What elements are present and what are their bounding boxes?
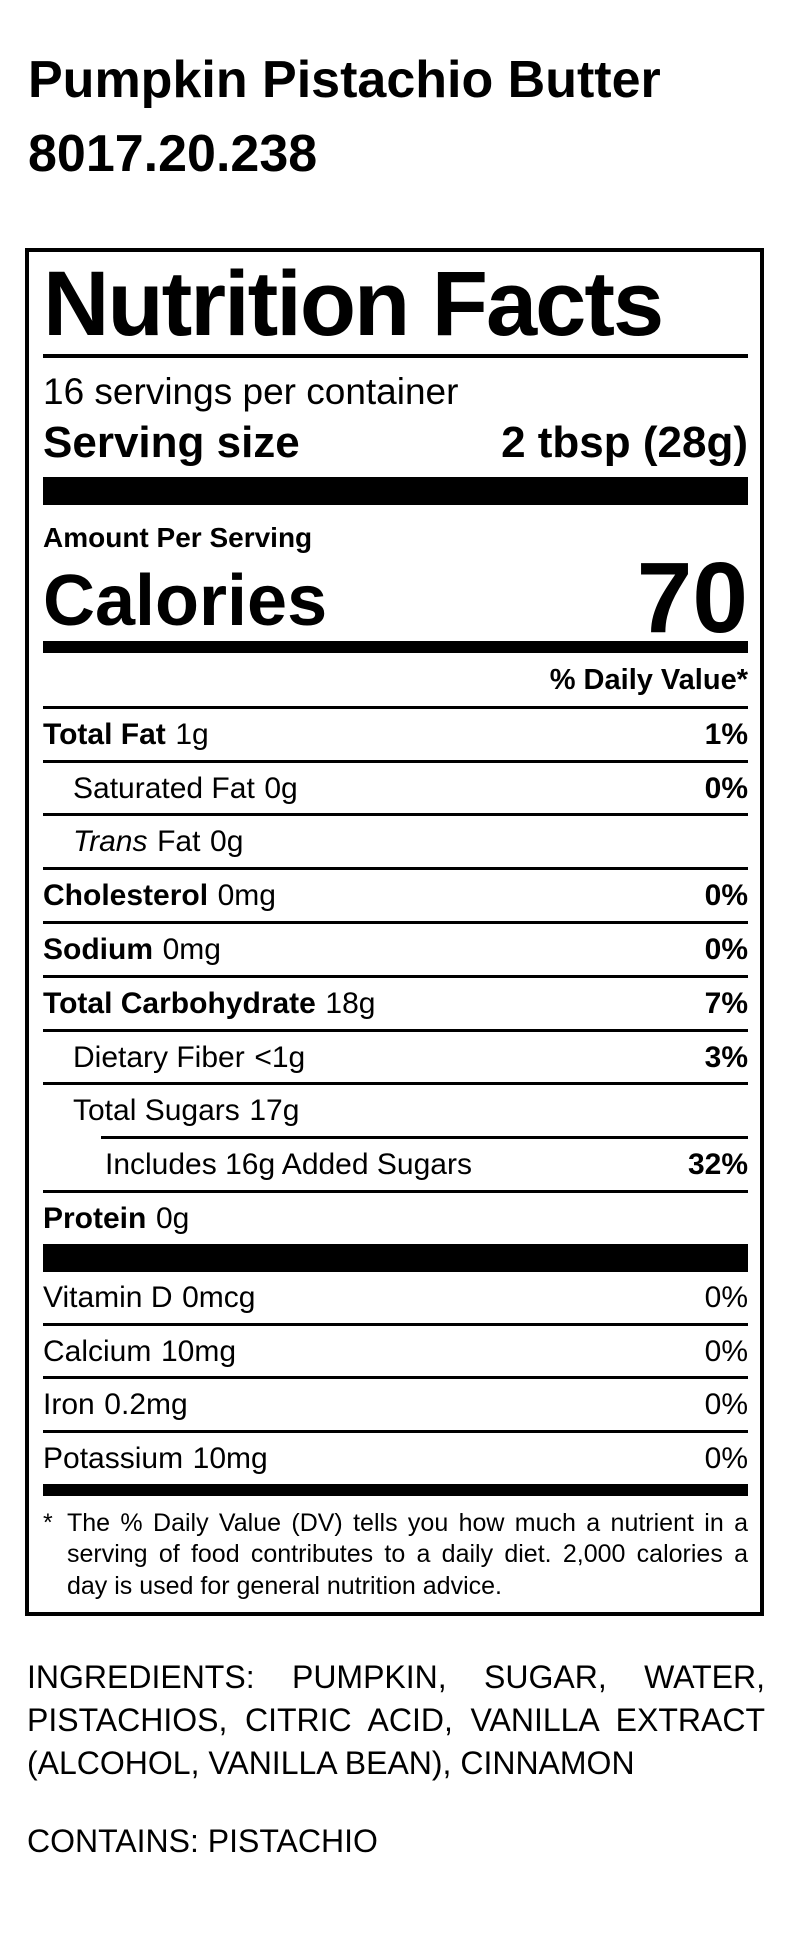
nutrient-name: Protein [43, 1202, 147, 1235]
nutrient-name: Potassium [43, 1442, 184, 1476]
nutrient-row-dietary-fiber: Dietary Fiber <1g 3% [43, 1032, 748, 1086]
vitamin-row-iron: Iron 0.2mg 0% [43, 1379, 748, 1434]
nutrient-dv: 32% [687, 1148, 748, 1182]
nutrient-name: Saturated Fat [73, 771, 255, 805]
medium-divider [43, 1483, 748, 1496]
nutrient-row-total-carbohydrate: Total Carbohydrate 18g 7% [43, 978, 748, 1032]
nutrient-name: Vitamin D [43, 1280, 173, 1314]
daily-value-header: % Daily Value* [43, 663, 748, 709]
calories-row: Calories 70 [43, 542, 748, 655]
nutrient-dv: 0% [704, 933, 748, 967]
nutrient-name: Sodium [43, 933, 153, 967]
nutrient-amount: 1g [175, 717, 209, 751]
nutrition-facts-label: Nutrition Facts 16 servings per containe… [25, 247, 764, 1617]
nutrient-name: Calcium [43, 1334, 152, 1368]
nutrient-name: Total Sugars [73, 1094, 240, 1128]
vitamin-row-vitamin-d: Vitamin D 0mcg 0% [43, 1272, 748, 1326]
product-title: Pumpkin Pistachio Butter [28, 51, 661, 109]
product-code: 8017.20.238 [28, 124, 318, 183]
nutrient-amount: <1g [254, 1040, 306, 1074]
title-divider [43, 354, 748, 359]
product-header: Pumpkin Pistachio Butter 8017.20.238 [28, 44, 793, 192]
nutrition-facts-title: Nutrition Facts [43, 252, 664, 355]
nutrient-dv: 0% [704, 771, 748, 805]
thick-divider [43, 477, 748, 506]
vitamin-row-calcium: Calcium 10mg 0% [43, 1326, 748, 1380]
nutrient-name: Total Fat [43, 717, 166, 751]
nutrient-dv: 7% [704, 986, 748, 1020]
medium-divider [43, 641, 748, 654]
nutrient-amount: 0mg [162, 933, 221, 967]
serving-size-value: 2 tbsp (28g) [501, 417, 748, 467]
nutrient-amount: 17g [249, 1094, 300, 1128]
nutrient-dv: 0% [704, 1388, 748, 1422]
nutrient-name-italic: Trans [73, 825, 148, 859]
nutrient-amount: 10mg [160, 1334, 236, 1368]
daily-value-footnote: * The % Daily Value (DV) tells you how m… [43, 1508, 748, 1603]
nutrient-row-total-sugars: Total Sugars 17g [43, 1085, 748, 1136]
nutrient-amount: 0mcg [182, 1280, 256, 1314]
allergen-statement: CONTAINS: PISTACHIO [27, 1823, 378, 1860]
nutrient-row-trans-fat: Trans Fat 0g [43, 816, 748, 871]
nutrient-row-sodium: Sodium 0mg 0% [43, 924, 748, 978]
nutrient-name: Total Carbohydrate [43, 986, 316, 1020]
nutrient-row-protein: Protein 0g [43, 1193, 748, 1244]
nutrient-name: Iron [43, 1388, 95, 1422]
nutrient-dv: 1% [704, 717, 748, 751]
nutrient-amount: 0g [155, 1202, 190, 1235]
nutrient-amount: 0g [264, 771, 298, 805]
nutrient-name: Cholesterol [43, 879, 209, 913]
serving-size-label: Serving size [43, 417, 300, 467]
nutrient-name: Includes 16g Added Sugars [105, 1148, 472, 1182]
nutrient-row-saturated-fat: Saturated Fat 0g 0% [43, 763, 748, 817]
nutrient-dv: 0% [704, 879, 748, 913]
calories-label: Calories [43, 561, 328, 642]
nutrient-name: Dietary Fiber [73, 1040, 245, 1074]
nutrient-amount: 0g [210, 825, 244, 859]
nutrient-amount: 18g [325, 986, 376, 1020]
footnote-text: The % Daily Value (DV) tells you how muc… [67, 1508, 748, 1600]
amount-per-serving-label: Amount Per Serving [43, 522, 313, 554]
thick-divider [43, 1243, 748, 1272]
serving-size-row: Serving size 2 tbsp (28g) [43, 417, 748, 470]
calories-value: 70 [636, 542, 748, 655]
nutrient-amount: 0mg [217, 879, 276, 913]
servings-per-container: 16 servings per container [43, 371, 459, 413]
indented-divider [101, 1136, 748, 1140]
nutrient-row-added-sugars: Includes 16g Added Sugars 32% [43, 1139, 748, 1193]
nutrient-dv: 3% [704, 1040, 748, 1074]
nutrient-row-total-fat: Total Fat 1g 1% [43, 709, 748, 763]
vitamin-row-potassium: Potassium 10mg 0% [43, 1433, 748, 1484]
footnote-asterisk: * [43, 1508, 53, 1537]
nutrient-dv: 0% [704, 1280, 748, 1314]
nutrient-dv: 0% [704, 1334, 748, 1368]
nutrient-row-cholesterol: Cholesterol 0mg 0% [43, 870, 748, 925]
nutrient-amount: 10mg [192, 1442, 268, 1476]
nutrient-dv: 0% [704, 1442, 748, 1476]
ingredients-statement: INGREDIENTS: PUMPKIN, SUGAR, WATER, PIST… [27, 1659, 765, 1781]
nutrient-name: Fat [157, 825, 201, 859]
nutrient-amount: 0.2mg [104, 1388, 188, 1422]
